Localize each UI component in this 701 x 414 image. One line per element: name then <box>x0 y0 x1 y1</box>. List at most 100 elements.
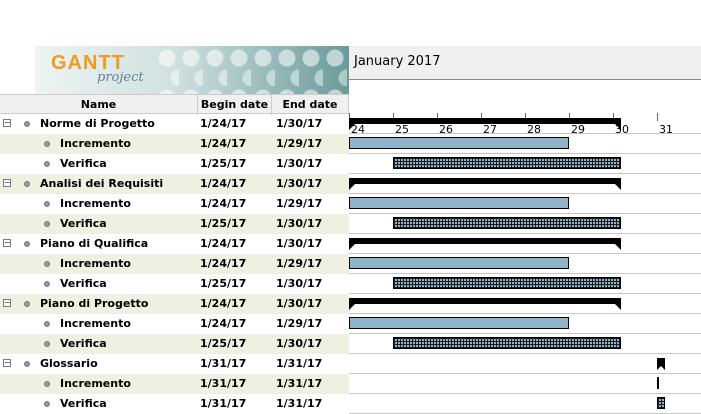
row-background <box>0 334 349 354</box>
task-row[interactable]: Verifica 1/25/17 1/30/17 <box>0 154 701 174</box>
task-bar-hatched[interactable] <box>393 217 621 229</box>
summary-bar[interactable] <box>349 118 621 130</box>
day-label: 29 <box>571 123 585 136</box>
task-end-date: 1/30/17 <box>276 157 323 170</box>
task-begin-date: 1/24/17 <box>200 317 247 330</box>
task-row[interactable]: Incremento 1/24/17 1/29/17 <box>0 134 701 154</box>
task-name[interactable]: Norme di Progetto <box>40 117 155 130</box>
summary-bar[interactable] <box>349 178 621 190</box>
day-tick <box>437 113 438 121</box>
task-end-date: 1/30/17 <box>276 117 323 130</box>
logo-sub: project <box>97 70 144 85</box>
column-header-end-date[interactable]: End date <box>272 95 349 115</box>
task-row[interactable]: Incremento 1/24/17 1/29/17 <box>0 254 701 274</box>
summary-bar[interactable] <box>349 298 621 310</box>
days-row: 24 25 26 27 28 29 30 31 <box>349 79 701 140</box>
task-group-row[interactable]: − Norme di Progetto 1/24/17 1/30/17 <box>0 114 701 134</box>
task-name[interactable]: Piano di Qualifica <box>40 237 149 250</box>
collapse-icon[interactable]: − <box>3 358 11 367</box>
task-row[interactable]: Incremento 1/31/17 1/31/17 <box>0 374 701 394</box>
task-end-date: 1/30/17 <box>276 337 323 350</box>
task-row[interactable]: Incremento 1/24/17 1/29/17 <box>0 194 701 214</box>
day-label: 28 <box>527 123 541 136</box>
column-header-name[interactable]: Name <box>0 95 198 115</box>
collapse-icon[interactable]: − <box>3 298 11 307</box>
task-end-date: 1/29/17 <box>276 197 323 210</box>
row-background <box>0 174 349 194</box>
row-gridline <box>349 233 701 234</box>
task-name[interactable]: Piano di Progetto <box>40 297 149 310</box>
task-begin-date: 1/24/17 <box>200 237 247 250</box>
row-background <box>0 254 349 274</box>
day-tick <box>393 113 394 121</box>
task-row[interactable]: Verifica 1/25/17 1/30/17 <box>0 214 701 234</box>
task-group-row[interactable]: − Piano di Progetto 1/24/17 1/30/17 <box>0 294 701 314</box>
task-end-date: 1/31/17 <box>276 397 323 410</box>
collapse-icon[interactable]: − <box>3 118 11 127</box>
task-name[interactable]: Incremento <box>60 377 131 390</box>
task-begin-date: 1/25/17 <box>200 277 247 290</box>
task-name[interactable]: Glossario <box>40 357 98 370</box>
task-name[interactable]: Analisi dei Requisiti <box>40 177 164 190</box>
task-bar-hatched[interactable] <box>393 157 621 169</box>
bullet-icon <box>24 241 30 247</box>
day-label: 26 <box>439 123 453 136</box>
bullet-icon <box>44 221 50 227</box>
task-begin-date: 1/24/17 <box>200 117 247 130</box>
task-end-date: 1/29/17 <box>276 137 323 150</box>
bullet-icon <box>44 161 50 167</box>
day-tick <box>569 113 570 121</box>
task-bar-hatched[interactable] <box>657 397 665 409</box>
task-row[interactable]: Verifica 1/25/17 1/30/17 <box>0 274 701 294</box>
day-label: 25 <box>395 123 409 136</box>
summary-bar[interactable] <box>349 238 621 250</box>
task-bar[interactable] <box>657 377 659 389</box>
summary-bar[interactable] <box>657 358 665 370</box>
task-name[interactable]: Verifica <box>60 157 107 170</box>
day-label: 27 <box>483 123 497 136</box>
task-begin-date: 1/25/17 <box>200 217 247 230</box>
task-name[interactable]: Incremento <box>60 137 131 150</box>
collapse-icon[interactable]: − <box>3 178 11 187</box>
task-bar[interactable] <box>349 257 569 269</box>
task-name[interactable]: Incremento <box>60 197 131 210</box>
task-group-row[interactable]: − Piano di Qualifica 1/24/17 1/30/17 <box>0 234 701 254</box>
task-name[interactable]: Verifica <box>60 397 107 410</box>
row-background <box>0 214 349 234</box>
collapse-icon[interactable]: − <box>3 238 11 247</box>
row-gridline <box>349 393 701 394</box>
task-bar[interactable] <box>349 317 569 329</box>
task-name[interactable]: Incremento <box>60 317 131 330</box>
row-gridline <box>349 153 701 154</box>
task-begin-date: 1/24/17 <box>200 197 247 210</box>
task-row[interactable]: Incremento 1/24/17 1/29/17 <box>0 314 701 334</box>
task-group-row[interactable]: − Glossario 1/31/17 1/31/17 <box>0 354 701 374</box>
bullet-icon <box>44 201 50 207</box>
task-row[interactable]: Verifica 1/31/17 1/31/17 <box>0 394 701 414</box>
task-bar-hatched[interactable] <box>393 277 621 289</box>
task-name[interactable]: Verifica <box>60 217 107 230</box>
task-begin-date: 1/31/17 <box>200 357 247 370</box>
task-end-date: 1/30/17 <box>276 297 323 310</box>
task-begin-date: 1/31/17 <box>200 397 247 410</box>
task-name[interactable]: Verifica <box>60 337 107 350</box>
month-row: January 2017 <box>349 46 701 80</box>
row-gridline <box>349 273 701 274</box>
row-background <box>0 134 349 154</box>
task-end-date: 1/29/17 <box>276 257 323 270</box>
task-group-row[interactable]: − Analisi dei Requisiti 1/24/17 1/30/17 <box>0 174 701 194</box>
task-bar[interactable] <box>349 137 569 149</box>
ganttproject-logo: GANTT project <box>35 46 349 94</box>
day-label: 31 <box>659 123 673 136</box>
row-gridline <box>349 173 701 174</box>
task-name[interactable]: Verifica <box>60 277 107 290</box>
task-bar-hatched[interactable] <box>393 337 621 349</box>
task-row[interactable]: Verifica 1/25/17 1/30/17 <box>0 334 701 354</box>
task-name[interactable]: Incremento <box>60 257 131 270</box>
task-bar[interactable] <box>349 197 569 209</box>
column-header-begin-date[interactable]: Begin date <box>198 95 272 115</box>
bullet-icon <box>24 361 30 367</box>
logo-brand: GANTT <box>51 52 125 74</box>
row-gridline <box>349 253 701 254</box>
task-begin-date: 1/24/17 <box>200 297 247 310</box>
